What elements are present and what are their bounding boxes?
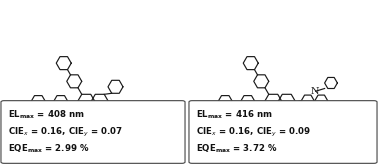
FancyBboxPatch shape [1, 101, 185, 163]
Text: N: N [310, 87, 319, 96]
FancyBboxPatch shape [189, 101, 377, 163]
Text: EQE$_{\mathregular{max}}$ = 2.99 %: EQE$_{\mathregular{max}}$ = 2.99 % [8, 143, 90, 155]
Text: CIE$_x$ = 0.16, CIE$_y$ = 0.07: CIE$_x$ = 0.16, CIE$_y$ = 0.07 [8, 125, 123, 139]
Text: CIE$_x$ = 0.16, CIE$_y$ = 0.09: CIE$_x$ = 0.16, CIE$_y$ = 0.09 [196, 125, 311, 139]
Text: EL$_{\mathregular{max}}$ = 408 nm: EL$_{\mathregular{max}}$ = 408 nm [8, 109, 85, 122]
Text: EQE$_{\mathregular{max}}$ = 3.72 %: EQE$_{\mathregular{max}}$ = 3.72 % [196, 143, 277, 155]
Text: EL$_{\mathregular{max}}$ = 416 nm: EL$_{\mathregular{max}}$ = 416 nm [196, 109, 273, 122]
